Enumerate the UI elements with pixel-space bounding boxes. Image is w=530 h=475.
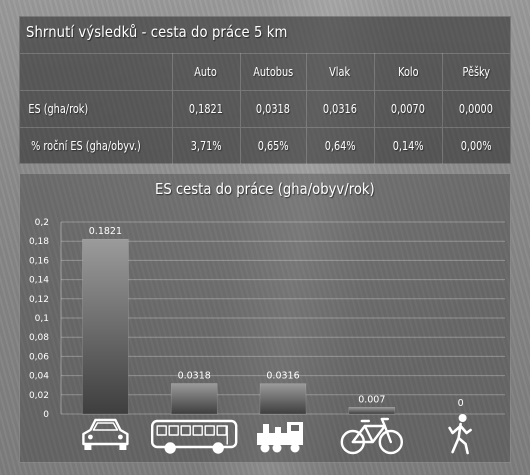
y-tick-label: 0,12 [29,295,49,305]
data-label: 0.007 [358,394,385,405]
bus-icon [150,419,238,454]
y-tick-label: 0,16 [29,256,49,266]
table-cell: 0,0000 [442,90,510,128]
summary-header-row: Auto Autobus Vlak Kolo Pěšky [20,53,510,91]
bar-vlak [259,383,307,415]
y-tick-label: 0,14 [29,276,49,286]
y-tick-label: 0 [43,410,49,420]
header-cell-pesky: Pěšky [442,53,510,91]
table-row-es: ES (gha/rok) 0,1821 0,0318 0,0316 0,0070… [20,90,510,128]
y-tick-label: 0,1 [35,314,49,324]
bicycle-icon [340,417,403,455]
row-label: % roční ES (gha/obyv.) [20,127,173,164]
chart-title: ES cesta do práce (gha/obyv/rok) [155,180,375,198]
header-cell-vlak: Vlak [306,53,375,91]
table-cell: 0,0316 [306,90,375,128]
summary-panel: Shrnutí výsledků - cesta do práce 5 km A… [19,16,511,164]
summary-table: Auto Autobus Vlak Kolo Pěšky ES (gha/rok… [20,53,510,164]
summary-title: Shrnutí výsledků - cesta do práce 5 km [26,23,288,41]
row-label: ES (gha/rok) [20,90,173,128]
train-icon [257,422,303,453]
table-cell: 3,71% [172,127,241,164]
table-cell: 0,1821 [172,90,241,128]
data-label: 0.1821 [89,226,122,237]
bar-autobus [170,383,218,415]
table-row-percent: % roční ES (gha/obyv.) 3,71% 0,65% 0,64%… [20,127,510,164]
table-cell: 0,0318 [240,90,307,128]
table-cell: 0,0070 [374,90,443,128]
header-cell-kolo: Kolo [374,53,443,91]
data-label: 0.0318 [178,370,211,381]
y-tick-label: 0,04 [29,372,49,382]
header-cell-autobus: Autobus [240,53,307,91]
bar-chart: 00,020,040,060,080,10,120,140,160,180,2 … [29,218,505,455]
table-cell: 0,64% [306,127,375,164]
y-tick-label: 0,02 [29,391,49,401]
data-label: 0 [458,398,464,409]
y-tick-label: 0,18 [29,237,49,247]
table-cell: 0,65% [240,127,307,164]
chart-panel: ES cesta do práce (gha/obyv/rok) 0 0,02 0,… [19,173,511,463]
table-cell: 0,14% [374,127,443,164]
y-tick-label: 0,08 [29,333,49,343]
pedestrian-icon [448,414,472,455]
header-cell-auto: Auto [172,53,241,91]
car-icon [82,418,129,450]
header-cell-empty [20,53,173,91]
table-cell: 0,00% [442,127,510,164]
bar-auto [82,238,129,415]
y-tick-label: 0,06 [29,352,49,362]
y-tick-label: 0,2 [35,218,49,228]
bar-kolo [348,407,396,415]
data-label: 0.0316 [266,371,299,382]
